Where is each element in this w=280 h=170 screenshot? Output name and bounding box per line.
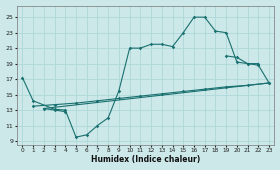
X-axis label: Humidex (Indice chaleur): Humidex (Indice chaleur) [91, 155, 200, 164]
